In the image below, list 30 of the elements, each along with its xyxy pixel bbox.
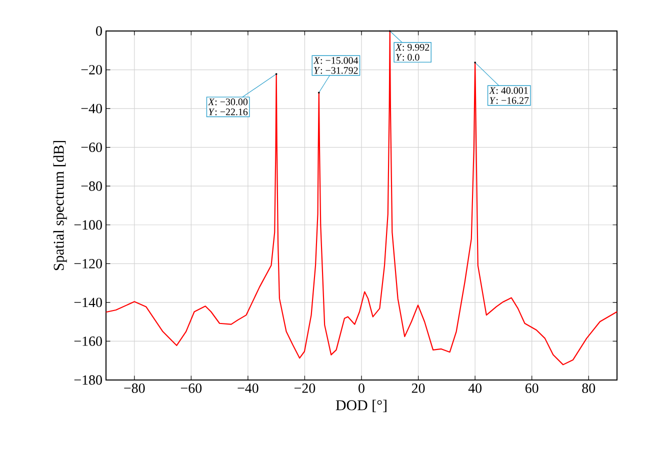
- annotation: Y: −16.27: [490, 97, 529, 104]
- x-tick-label: 40: [468, 384, 482, 393]
- y-tick-label: −80: [81, 181, 102, 191]
- y-tick-label: −20: [81, 65, 102, 74]
- annotation: X: 40.001: [488, 87, 528, 94]
- annotation: Y: −31.792: [314, 67, 358, 74]
- line-series: [105, 30, 618, 366]
- annotation: Y: 0.0: [396, 54, 420, 61]
- x-tick-label: 80: [582, 384, 596, 393]
- x-tick-label: −60: [180, 384, 202, 393]
- y-tick-label: −120: [74, 258, 102, 268]
- y-tick-label: 0: [96, 26, 102, 36]
- annotation: Y: −22.16: [208, 108, 248, 116]
- y-tick-label: −180: [74, 375, 102, 385]
- y-tick-label: −100: [74, 220, 102, 230]
- x-tick-label: 60: [525, 384, 538, 393]
- x-tick-label: 20: [412, 384, 425, 393]
- x-axis-title: DOD [°]: [336, 400, 386, 412]
- y-tick-label: −160: [74, 336, 102, 346]
- y-tick-label: −60: [81, 142, 102, 152]
- annotation: X: −30.00: [208, 98, 248, 106]
- x-tick-label: −40: [238, 384, 258, 393]
- x-tick-label: −20: [294, 384, 316, 393]
- annotation: X: −15.004: [313, 57, 358, 64]
- y-axis-title: Spatial spectrum [dB]: [53, 141, 67, 270]
- y-tick-label: −140: [74, 298, 102, 308]
- y-tick-label: −40: [81, 104, 102, 114]
- x-tick-label: −80: [124, 384, 145, 393]
- annotation: X: 9.992: [395, 44, 430, 51]
- x-tick-label: 0: [358, 384, 364, 393]
